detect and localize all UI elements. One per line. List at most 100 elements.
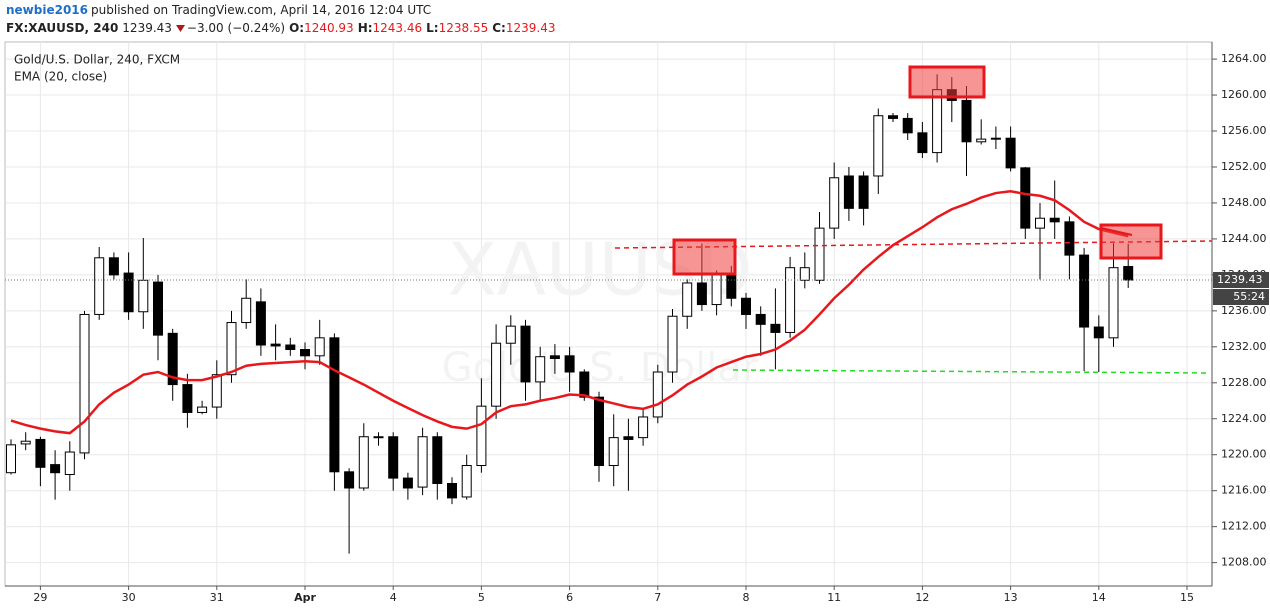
candle-body	[64, 451, 75, 476]
down-arrow	[175, 25, 185, 32]
candle-body	[1049, 217, 1060, 223]
candle-body	[652, 371, 663, 418]
candle-body	[843, 175, 854, 209]
candle-body	[682, 282, 693, 317]
candle-body	[197, 406, 208, 413]
candle-body	[755, 313, 766, 325]
candle-body	[94, 257, 105, 315]
x-tick-label: 15	[1180, 591, 1194, 604]
change: −3.00 (−0.24%)	[186, 21, 286, 35]
candle-body	[726, 274, 737, 299]
candle-body	[20, 440, 31, 445]
candle-body	[785, 267, 796, 333]
y-tick-label: 1220.00	[1221, 448, 1267, 461]
candle-body	[961, 99, 972, 143]
watermark-sub: Gold/U.S. Dollar	[442, 345, 759, 391]
candle-body	[520, 325, 531, 383]
countdown-tag	[1213, 289, 1269, 306]
y-tick-label: 1256.00	[1221, 124, 1267, 137]
candle-body	[549, 355, 560, 360]
candle-body	[770, 323, 781, 333]
user[interactable]: newbie2016	[6, 3, 89, 17]
x-tick-label: 30	[122, 591, 136, 604]
candle-body	[432, 436, 443, 484]
y-tick-label: 1264.00	[1221, 52, 1267, 65]
open-label: O:	[289, 21, 305, 35]
price-tag-label: 1239.43	[1217, 273, 1263, 286]
quote-line: FX:XAUUSD, 240 1239.43 −3.00 (−0.24%) O:124…	[6, 21, 559, 35]
x-tick-label: 11	[827, 591, 841, 604]
candle-body	[594, 396, 604, 467]
candle-body	[447, 482, 457, 499]
ema-line	[10, 189, 1129, 435]
x-tick-label: 6	[566, 591, 573, 604]
candle-body	[373, 436, 384, 439]
x-tick-label: 4	[390, 591, 397, 604]
x-tick-label: 7	[654, 591, 661, 604]
candle-body	[153, 281, 163, 336]
candle-body	[917, 132, 928, 154]
candle-body	[388, 436, 399, 479]
candle-body	[505, 325, 516, 344]
close-label: C:	[492, 21, 506, 35]
x-tick-label: Apr	[294, 591, 316, 604]
y-tick-label: 1228.00	[1221, 376, 1267, 389]
candle-body	[182, 384, 193, 413]
candle-body	[344, 471, 355, 489]
countdown-label: 55:24	[1233, 290, 1265, 303]
candle-body	[417, 436, 428, 488]
y-tick-label: 1260.00	[1221, 88, 1267, 101]
high-label: H:	[357, 21, 373, 35]
legend-entry: EMA (20, close)	[14, 70, 107, 84]
y-tick-label: 1248.00	[1221, 196, 1267, 209]
candle-body	[902, 117, 913, 134]
candle-body	[873, 115, 884, 177]
candle-body	[108, 257, 119, 276]
x-tick-label: 5	[478, 591, 485, 604]
candle-body	[329, 337, 340, 473]
support-line	[732, 369, 1211, 374]
candle-body	[608, 437, 619, 467]
candle-body	[300, 349, 310, 357]
x-tick-label: 12	[915, 591, 929, 604]
candle-body	[623, 436, 634, 440]
candle-body	[976, 138, 987, 143]
marks	[5, 74, 1212, 554]
candle-body	[50, 464, 61, 474]
price-tag	[1213, 272, 1269, 289]
candle-body	[476, 405, 487, 467]
candle-body	[79, 313, 90, 454]
low-value: 1238.55	[438, 21, 489, 35]
candle-body	[564, 355, 575, 373]
y-tick-label: 1212.00	[1221, 520, 1267, 533]
candle-body	[1020, 167, 1031, 229]
y-tick-label: 1252.00	[1221, 160, 1267, 173]
grid	[5, 42, 1212, 586]
published: published on TradingView.com, April 14, …	[91, 3, 432, 17]
candle-body	[226, 322, 237, 376]
candle-body	[138, 279, 149, 313]
symbol: FX:XAUUSD, 240	[6, 21, 119, 35]
open-value: 1240.93	[304, 21, 354, 35]
candle-body	[491, 342, 502, 407]
candle-body	[285, 344, 296, 351]
candle-body	[241, 297, 252, 324]
candle-body	[1035, 217, 1045, 229]
y-tick-label: 1224.00	[1221, 412, 1267, 425]
candle-body	[167, 332, 178, 386]
candle-body	[535, 356, 546, 383]
highlight-box	[672, 238, 737, 276]
axes: 1208.00 1212.00 1216.00 1220.00 1224.00 1228.…	[5, 42, 1269, 604]
candle-body	[638, 416, 649, 439]
candle-body	[888, 115, 898, 119]
x-tick-label: 31	[210, 591, 224, 604]
candle-body	[1123, 266, 1134, 281]
candle-body	[1093, 326, 1104, 339]
y-tick-label: 1236.00	[1221, 304, 1267, 317]
publish-line: newbie2016 published on TradingView.com, …	[6, 3, 435, 17]
candle-body	[829, 177, 840, 229]
candle-body	[211, 374, 222, 408]
candle-body	[814, 227, 825, 281]
candle-body	[35, 438, 46, 468]
